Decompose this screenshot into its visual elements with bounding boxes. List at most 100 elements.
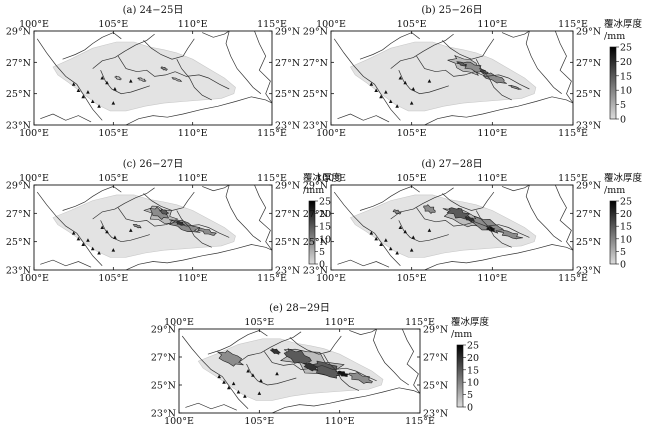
panel-frame xyxy=(330,30,574,126)
x-tick-label-top: 115°E xyxy=(558,173,588,184)
boundary-line xyxy=(40,113,92,123)
colorbar-tick-label: 10 xyxy=(319,234,331,245)
boundary-line xyxy=(398,220,449,243)
ice-patch xyxy=(197,227,217,236)
station-marker xyxy=(90,246,95,251)
boundary-line xyxy=(92,33,155,69)
station-marker xyxy=(100,225,105,229)
boundary-line xyxy=(181,335,249,410)
ice-patch xyxy=(269,348,281,355)
colorbar-bar xyxy=(609,46,617,120)
y-tick-label-right: 23°N xyxy=(275,266,300,277)
x-tick-label-top: 115°E xyxy=(405,317,435,328)
x-tick-label-top: 110°E xyxy=(325,317,355,328)
colorbar-tick-label: 10 xyxy=(620,234,632,245)
ice-contours xyxy=(132,205,217,236)
x-tick-label-bottom: 110°E xyxy=(325,416,355,427)
station-marker xyxy=(411,86,416,91)
x-tick-label-bottom: 105°E xyxy=(397,273,427,284)
panel-title: (a) 24−25日 xyxy=(123,5,184,16)
x-tick-label-bottom: 105°E xyxy=(397,128,427,139)
boundary-line xyxy=(525,185,562,242)
boundary-line xyxy=(289,335,342,355)
ice-patch xyxy=(137,77,147,82)
boundary-line xyxy=(176,59,212,101)
y-tick-label-left: 23°N xyxy=(303,121,328,132)
x-tick-label-top: 110°E xyxy=(178,173,208,184)
boundary-line xyxy=(390,33,454,69)
x-tick-label-bottom: 115°E xyxy=(558,273,588,284)
station-marker xyxy=(398,76,403,80)
x-tick-label-top: 100°E xyxy=(316,173,346,184)
station-marker xyxy=(111,248,116,252)
station-marker xyxy=(222,380,226,384)
boundary-line xyxy=(416,207,475,227)
boundary-line xyxy=(373,329,409,386)
boundary-line xyxy=(117,207,176,227)
station-marker xyxy=(128,228,133,232)
ice-patch xyxy=(464,215,475,223)
x-tick-label-bottom: 105°E xyxy=(98,128,128,139)
y-tick-label-right: 27°N xyxy=(423,353,448,364)
station-marker xyxy=(251,373,255,377)
y-tick-label-right: 27°N xyxy=(576,209,601,220)
ice-patch xyxy=(423,204,436,214)
station-marker xyxy=(411,235,416,239)
icing-envelope xyxy=(52,194,236,258)
colorbar-unit: /mm xyxy=(303,185,324,196)
y-tick-label-right: 29°N xyxy=(275,181,300,192)
colorbar-tick-label: 10 xyxy=(620,86,632,97)
station-marker xyxy=(97,251,101,255)
province-boundaries xyxy=(333,31,573,125)
map-panel-2: 100°E 100°E 105°E 105°E 110°E 110°E 115°E 115°E… xyxy=(303,5,643,139)
x-tick-label-bottom: 110°E xyxy=(477,128,507,139)
ice-patch xyxy=(456,61,468,67)
panel-title: (b) 25−26日 xyxy=(421,5,482,16)
boundary-line xyxy=(424,96,573,125)
station-marker xyxy=(275,371,279,376)
x-tick-label-top: 105°E xyxy=(98,19,128,30)
ice-patch xyxy=(336,370,349,377)
ice-patch xyxy=(481,72,507,84)
x-tick-label-bottom: 110°E xyxy=(178,273,208,284)
panel-frame xyxy=(330,184,574,271)
x-tick-label-bottom: 100°E xyxy=(164,416,194,427)
province-boundaries xyxy=(333,185,573,270)
icing-envelope xyxy=(52,41,236,112)
boundary-line xyxy=(442,191,495,211)
ice-patch xyxy=(217,350,244,367)
station-marker xyxy=(113,235,117,239)
station-marker xyxy=(379,242,383,246)
colorbar-tick-label: 15 xyxy=(467,365,479,376)
colorbar-tick-label: 0 xyxy=(467,403,473,414)
station-marker xyxy=(257,391,262,395)
x-tick-label-top: 100°E xyxy=(19,19,49,30)
station-marker xyxy=(81,242,85,246)
station-marker xyxy=(105,80,109,85)
colorbar-tick-label: 20 xyxy=(319,209,331,220)
colorbar-tick-label: 20 xyxy=(620,209,632,220)
station-marker xyxy=(76,236,81,241)
x-tick-label-top: 105°E xyxy=(244,317,274,328)
boundary-line xyxy=(398,70,449,95)
colorbar-unit: /mm xyxy=(604,31,625,42)
y-tick-label-left: 25°N xyxy=(303,237,328,248)
x-tick-label-bottom: 110°E xyxy=(477,273,507,284)
boundary-line xyxy=(323,354,360,391)
y-tick-label-left: 27°N xyxy=(303,58,328,69)
stations xyxy=(369,225,432,255)
boundary-line xyxy=(333,191,401,267)
boundary-line xyxy=(125,96,272,125)
boundary-line xyxy=(401,329,420,394)
y-tick-label-left: 27°N xyxy=(151,353,176,364)
station-marker xyxy=(384,238,388,242)
ice-contours xyxy=(447,55,522,90)
colorbar-tick-label: 15 xyxy=(319,222,331,233)
boundary-line xyxy=(474,71,530,90)
colorbar-unit: /mm xyxy=(604,185,625,196)
x-tick-label-top: 110°E xyxy=(477,173,507,184)
x-tick-label-bottom: 115°E xyxy=(405,416,435,427)
station-marker xyxy=(388,99,393,103)
boundary-line xyxy=(175,71,230,90)
